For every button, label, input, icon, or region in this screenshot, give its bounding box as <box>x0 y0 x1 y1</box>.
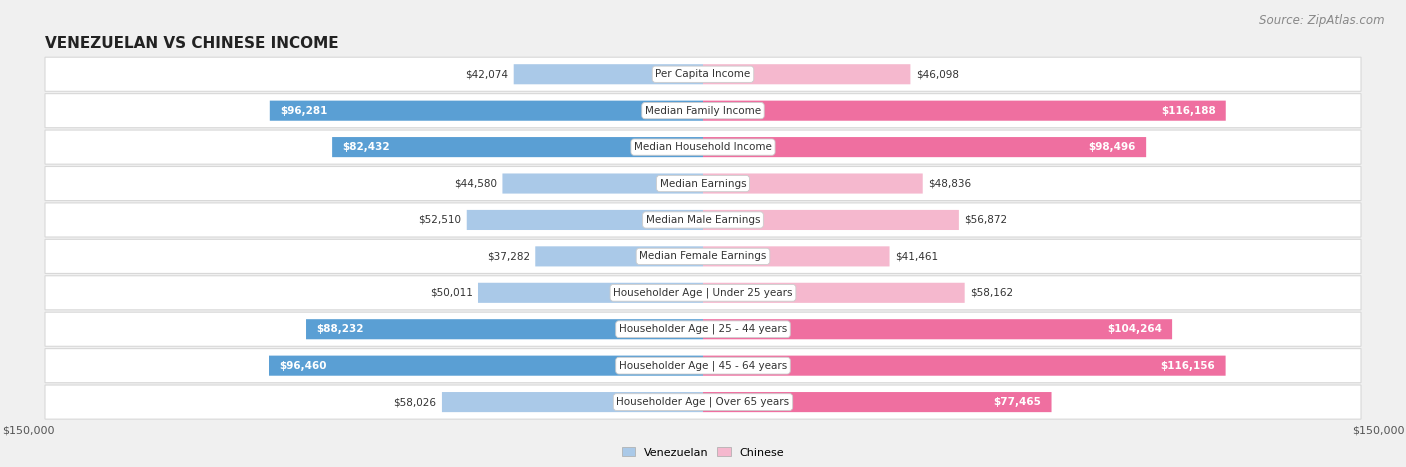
FancyBboxPatch shape <box>703 64 911 85</box>
FancyBboxPatch shape <box>703 392 1052 412</box>
Text: $96,460: $96,460 <box>280 361 326 371</box>
Text: $56,872: $56,872 <box>965 215 1008 225</box>
FancyBboxPatch shape <box>703 137 1146 157</box>
Text: Median Household Income: Median Household Income <box>634 142 772 152</box>
Text: Median Male Earnings: Median Male Earnings <box>645 215 761 225</box>
Text: $96,281: $96,281 <box>280 106 328 116</box>
Text: $88,232: $88,232 <box>316 324 364 334</box>
Text: $82,432: $82,432 <box>342 142 389 152</box>
Text: Householder Age | Over 65 years: Householder Age | Over 65 years <box>616 397 790 407</box>
Text: $58,162: $58,162 <box>970 288 1014 298</box>
FancyBboxPatch shape <box>45 57 1361 92</box>
FancyBboxPatch shape <box>703 100 1226 121</box>
Text: $46,098: $46,098 <box>915 69 959 79</box>
Text: Source: ZipAtlas.com: Source: ZipAtlas.com <box>1260 14 1385 27</box>
Text: Median Female Earnings: Median Female Earnings <box>640 251 766 262</box>
Text: $98,496: $98,496 <box>1088 142 1136 152</box>
Text: Householder Age | 45 - 64 years: Householder Age | 45 - 64 years <box>619 361 787 371</box>
Text: $41,461: $41,461 <box>896 251 938 262</box>
Text: $77,465: $77,465 <box>994 397 1042 407</box>
FancyBboxPatch shape <box>703 173 922 194</box>
Text: $116,188: $116,188 <box>1161 106 1216 116</box>
FancyBboxPatch shape <box>45 348 1361 383</box>
FancyBboxPatch shape <box>269 355 703 376</box>
FancyBboxPatch shape <box>703 319 1173 340</box>
FancyBboxPatch shape <box>332 137 703 157</box>
Text: $44,580: $44,580 <box>454 178 498 189</box>
Text: Householder Age | 25 - 44 years: Householder Age | 25 - 44 years <box>619 324 787 334</box>
Text: $104,264: $104,264 <box>1107 324 1161 334</box>
Text: $50,011: $50,011 <box>430 288 472 298</box>
FancyBboxPatch shape <box>45 166 1361 201</box>
Text: $116,156: $116,156 <box>1161 361 1215 371</box>
Text: $37,282: $37,282 <box>486 251 530 262</box>
FancyBboxPatch shape <box>502 173 703 194</box>
FancyBboxPatch shape <box>478 283 703 303</box>
FancyBboxPatch shape <box>536 246 703 267</box>
Text: Householder Age | Under 25 years: Householder Age | Under 25 years <box>613 288 793 298</box>
FancyBboxPatch shape <box>703 246 890 267</box>
FancyBboxPatch shape <box>45 312 1361 347</box>
Legend: Venezuelan, Chinese: Venezuelan, Chinese <box>617 443 789 462</box>
Text: Median Family Income: Median Family Income <box>645 106 761 116</box>
Text: Median Earnings: Median Earnings <box>659 178 747 189</box>
FancyBboxPatch shape <box>703 210 959 230</box>
Text: $52,510: $52,510 <box>419 215 461 225</box>
Text: Per Capita Income: Per Capita Income <box>655 69 751 79</box>
FancyBboxPatch shape <box>45 93 1361 128</box>
Text: VENEZUELAN VS CHINESE INCOME: VENEZUELAN VS CHINESE INCOME <box>45 35 339 50</box>
FancyBboxPatch shape <box>513 64 703 85</box>
FancyBboxPatch shape <box>467 210 703 230</box>
FancyBboxPatch shape <box>270 100 703 121</box>
FancyBboxPatch shape <box>45 239 1361 274</box>
FancyBboxPatch shape <box>45 203 1361 237</box>
FancyBboxPatch shape <box>703 355 1226 376</box>
FancyBboxPatch shape <box>441 392 703 412</box>
FancyBboxPatch shape <box>703 283 965 303</box>
FancyBboxPatch shape <box>45 130 1361 164</box>
Text: $58,026: $58,026 <box>394 397 436 407</box>
FancyBboxPatch shape <box>45 276 1361 310</box>
FancyBboxPatch shape <box>307 319 703 340</box>
Text: $42,074: $42,074 <box>465 69 509 79</box>
Text: $48,836: $48,836 <box>928 178 972 189</box>
FancyBboxPatch shape <box>45 385 1361 419</box>
